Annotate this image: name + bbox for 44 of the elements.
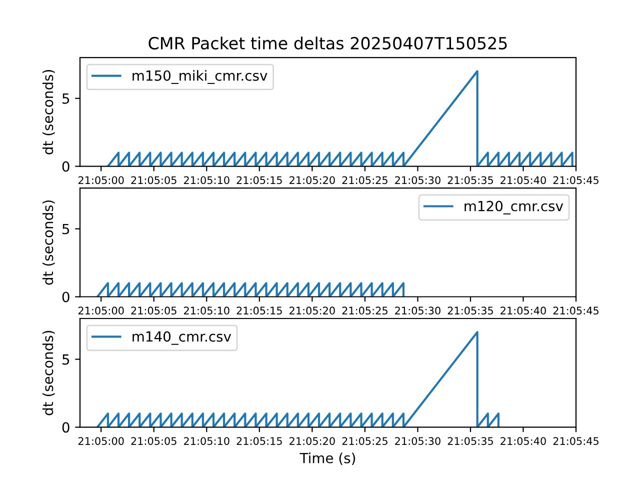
x-tick-label: 21:05:05 [131, 176, 176, 184]
legend-label: m150_miki_cmr.csv [132, 70, 268, 84]
x-tick-label: 21:05:10 [184, 176, 230, 184]
x-tick-label: 21:05:00 [78, 437, 124, 445]
x-tick-label: 21:05:10 [184, 306, 230, 315]
x-tick-label: 21:05:30 [395, 306, 440, 315]
x-tick-label: 21:05:20 [290, 437, 335, 445]
y-tick-label: 5 [62, 94, 70, 104]
x-tick-label: 21:05:35 [448, 306, 493, 315]
chart-title: CMR Packet time deltas 20250407T150525 [148, 36, 507, 50]
y-axis-title: dt (seconds) [42, 70, 55, 154]
x-tick-label: 21:05:45 [553, 306, 598, 315]
x-tick-label: 21:05:30 [395, 437, 440, 445]
y-axis-title: dt (seconds) [42, 200, 55, 285]
x-axis-title: Time (s) [300, 452, 356, 465]
x-tick-label: 21:05:35 [448, 176, 493, 184]
y-tick-label: 0 [62, 422, 70, 433]
x-tick-label: 21:05:00 [78, 176, 124, 184]
x-tick-label: 21:05:10 [184, 437, 230, 445]
x-tick-label: 21:05:20 [290, 306, 335, 315]
y-tick-label: 5 [62, 224, 70, 234]
x-tick-label: 21:05:20 [290, 176, 335, 184]
x-tick-label: 21:05:25 [342, 306, 388, 315]
x-tick-label: 21:05:40 [500, 176, 546, 184]
legend-label: m120_cmr.csv [464, 200, 564, 214]
y-axis-title: dt (seconds) [42, 330, 55, 416]
x-tick-label: 21:05:15 [236, 437, 282, 445]
x-tick-label: 21:05:15 [236, 176, 282, 184]
x-tick-label: 21:05:40 [500, 437, 546, 445]
x-tick-label: 21:05:45 [553, 437, 598, 445]
legend-label: m140_cmr.csv [132, 331, 232, 345]
x-tick-label: 21:05:15 [236, 306, 282, 315]
x-tick-label: 21:05:45 [553, 176, 598, 184]
x-tick-label: 21:05:25 [342, 437, 388, 445]
x-tick-label: 21:05:00 [78, 306, 124, 315]
x-tick-label: 21:05:35 [448, 437, 493, 445]
x-tick-label: 21:05:25 [342, 176, 388, 184]
x-tick-label: 21:05:40 [500, 306, 546, 315]
x-tick-label: 21:05:05 [131, 306, 176, 315]
y-tick-label: 0 [62, 292, 70, 302]
y-tick-label: 0 [62, 161, 70, 172]
x-tick-label: 21:05:30 [395, 176, 440, 184]
y-tick-label: 5 [62, 354, 70, 365]
x-tick-label: 21:05:05 [131, 437, 176, 445]
